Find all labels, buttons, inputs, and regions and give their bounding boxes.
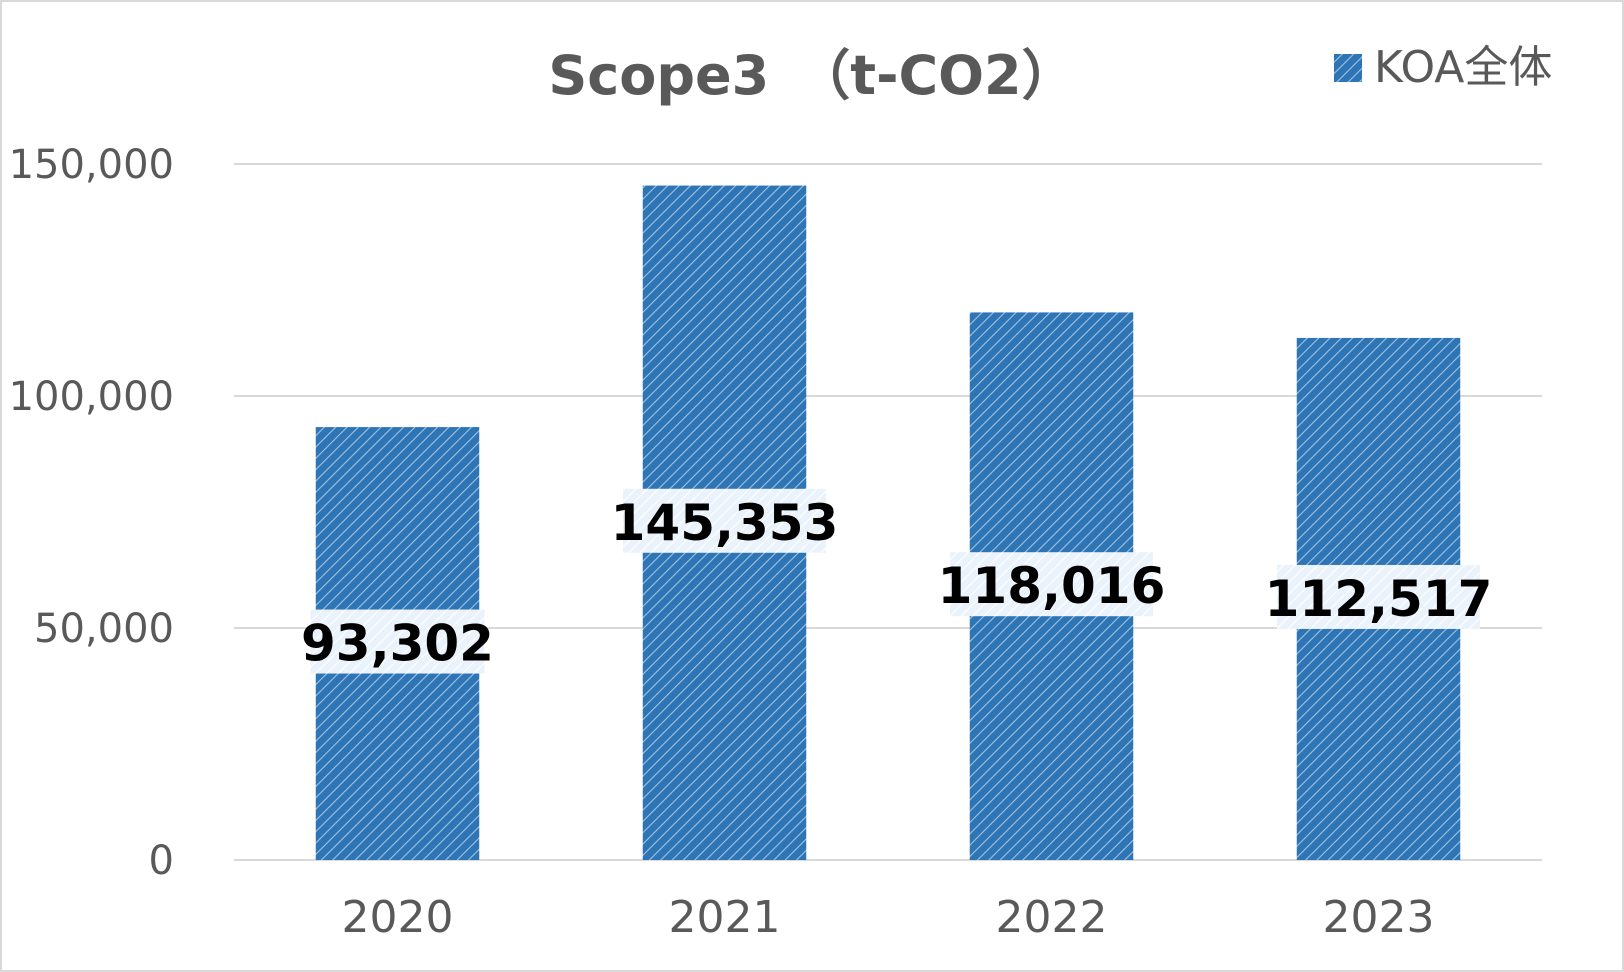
data-label-2021: 145,353 <box>611 494 839 552</box>
x-axis-tick-labels: 2020 2021 2022 2023 <box>342 892 1435 943</box>
y-tick-label: 50,000 <box>34 606 174 652</box>
data-label-background <box>950 552 1153 617</box>
data-label-2020: 93,302 <box>301 615 494 673</box>
data-label-2023: 112,517 <box>1265 570 1493 628</box>
bars <box>315 185 1461 860</box>
x-tick-label: 2021 <box>669 892 781 943</box>
legend-swatch <box>1334 54 1362 82</box>
data-label-background <box>623 488 826 553</box>
legend: KOA全体 <box>1334 42 1552 93</box>
data-label-background <box>310 609 485 674</box>
x-tick-label: 2023 <box>1323 892 1435 943</box>
y-tick-label: 0 <box>149 838 174 884</box>
x-tick-label: 2022 <box>996 892 1108 943</box>
y-tick-label: 150,000 <box>9 142 174 188</box>
legend-label: KOA全体 <box>1374 42 1552 93</box>
y-tick-label: 100,000 <box>9 374 174 420</box>
x-tick-label: 2020 <box>342 892 454 943</box>
chart-title: Scope3 （t-CO2） <box>548 44 1075 107</box>
data-label-background <box>1277 564 1480 629</box>
y-axis-tick-labels: 0 50,000 100,000 150,000 <box>9 142 174 884</box>
data-label-2022: 118,016 <box>938 557 1166 615</box>
data-labels: 93,302 145,353 118,016 112,517 <box>301 488 1493 674</box>
